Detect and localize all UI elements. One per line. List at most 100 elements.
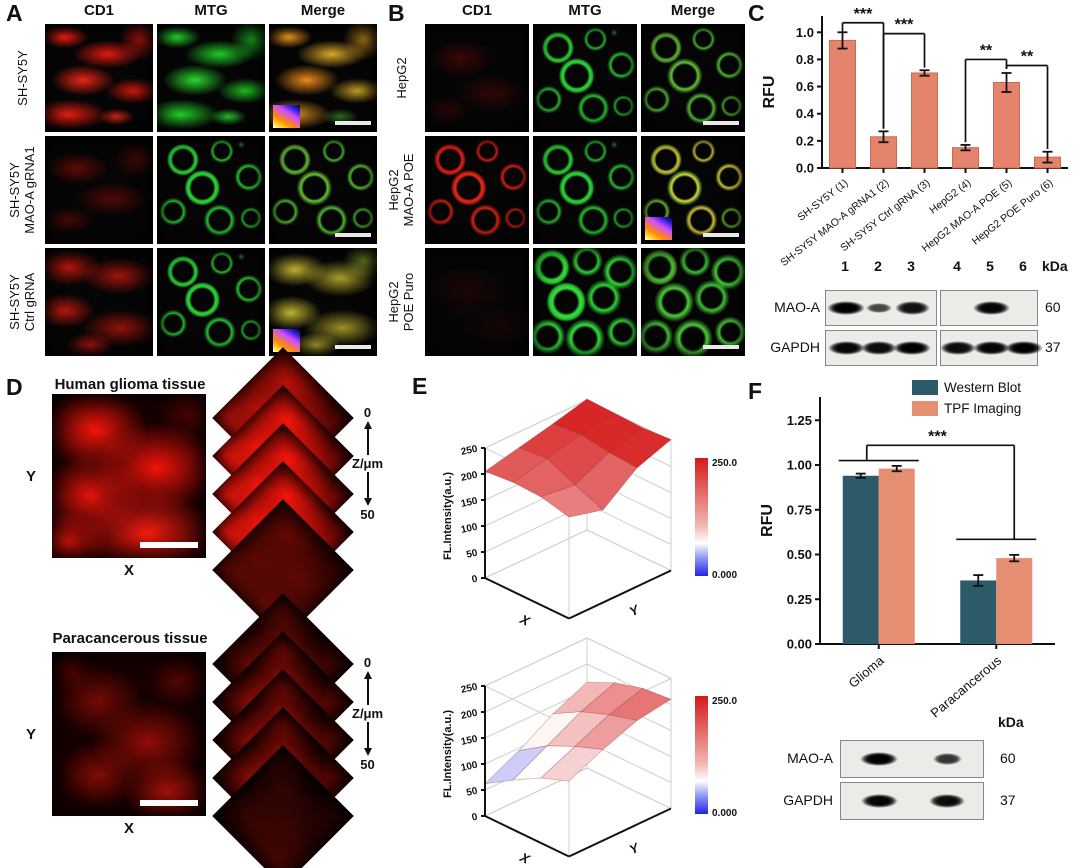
legend-swatch [912, 401, 938, 416]
micro-image-mtg-row1 [157, 24, 265, 132]
paracancerous-x-axis-label: X [124, 820, 135, 837]
panel-a-letter: A [6, 0, 23, 26]
panel-e: E 0 50 100 150 200 250 FL.Intensity(a.u.) X Y 250… [405, 372, 740, 868]
blot-strip [825, 290, 937, 326]
blot-band [972, 341, 1010, 355]
z-tick-label: 100 [460, 760, 479, 774]
z-tick-label: 150 [460, 496, 479, 510]
scale-bar [140, 542, 198, 548]
scale-bar [703, 345, 739, 349]
lane-number: 3 [907, 258, 915, 274]
blot-row-label: MAO-A [787, 750, 833, 766]
z-tick-label: 200 [460, 470, 479, 484]
y-tick-label: 0.2 [796, 133, 814, 148]
paracancerous-z-axis: 0 Z/μm 50 [352, 654, 383, 773]
glioma-z-stack [212, 347, 354, 641]
arrow-down-icon [363, 722, 372, 756]
surface-quad [574, 714, 638, 750]
y-tick-label: 0.75 [787, 502, 812, 517]
micro-image-cd1-row1 [45, 24, 153, 132]
lane-number: 6 [1019, 258, 1027, 274]
column-header-merge: Merge [670, 2, 716, 19]
significance-label: *** [895, 17, 914, 34]
surface-quad [574, 451, 638, 511]
z-tick-label: 200 [460, 708, 479, 722]
micro-image-merge-row3 [641, 248, 745, 356]
micro-image-merge-row2 [641, 136, 745, 244]
scale-bar [335, 233, 371, 237]
column-header-cd1: CD1 [461, 2, 493, 19]
row-label: SH-SY5Y MAO-A gRNA1 [7, 146, 37, 234]
blot-band [972, 301, 1010, 315]
legend-label: Western Blot [944, 380, 1021, 395]
surface-plot-paracancerous: 0 50 100 150 200 250 FL.Intensity(a.u.) X Y 250.0… [442, 637, 737, 867]
z-axis-label: Z/μm [352, 456, 384, 471]
column-header-mtg: MTG [194, 2, 228, 19]
bar-Glioma-TPF Imaging [878, 468, 915, 644]
blot-row-label: MAO-A [774, 299, 820, 315]
blot-strip [840, 740, 984, 778]
glioma-xy-image [52, 394, 206, 558]
y-tick-label: 0.00 [787, 637, 812, 652]
y-axis-label: Y [627, 839, 642, 857]
panel-d: D Human glioma tissue Y X 0 Z/μm 50 Para… [0, 347, 405, 868]
legend-swatch [912, 380, 938, 395]
lut-colormap-inset [645, 217, 672, 240]
blot-band [893, 341, 931, 355]
surface-quad [540, 746, 604, 782]
bar-Glioma-Western Blot [842, 475, 879, 644]
y-tick-label: 0.8 [796, 52, 814, 67]
surface-quad [608, 427, 672, 469]
z-tick-label: 0 [471, 812, 479, 824]
glioma-y-axis-label: Y [26, 468, 37, 485]
surface-quad [540, 484, 604, 518]
z-tick-label: 150 [460, 734, 479, 748]
glioma-title: Human glioma tissue [54, 376, 206, 393]
micro-image-merge-row3 [269, 248, 377, 356]
blot-row-label: GAPDH [783, 792, 833, 808]
z-axis-label: FL.Intensity(a.u.) [442, 472, 454, 560]
arrow-down-icon [363, 472, 372, 506]
panel-f-letter: F [748, 378, 763, 404]
y-tick-label: 0.50 [787, 547, 812, 562]
x-axis-label: X [517, 849, 533, 867]
scale-bar [335, 121, 371, 125]
bar-Paracancerous-Western Blot [960, 580, 997, 644]
micro-image-mtg-row2 [157, 136, 265, 244]
paracancerous-title: Paracancerous tissue [52, 630, 208, 647]
lut-colormap-inset [273, 105, 300, 128]
arrow-up-icon [363, 421, 372, 455]
kda-unit-label: kDa [998, 714, 1024, 730]
y-axis-label: RFU [759, 504, 776, 537]
z-bottom-label: 50 [360, 757, 375, 772]
colorbar-min: 0.000 [712, 570, 737, 581]
bar-SH-SY5Y Ctrl gRNA (3) [911, 72, 938, 169]
panel-f: F 0.00 0.25 0.50 0.75 1.00 1.25 RFU Glioma Parac… [740, 372, 1080, 868]
significance-label: ** [1021, 49, 1034, 66]
kda-unit-label: kDa [1042, 258, 1068, 274]
micro-image-cd1-row3 [45, 248, 153, 356]
significance-label: *** [854, 6, 873, 23]
micro-image-cd1-row3 [425, 248, 529, 356]
z-top-label: 0 [363, 655, 372, 670]
legend-label: TPF Imaging [944, 401, 1021, 416]
scale-bar [140, 800, 198, 806]
blot-band [860, 752, 898, 766]
blot-band [860, 794, 898, 808]
blot-band [929, 794, 965, 808]
blot-band [861, 341, 897, 355]
scale-bar [703, 233, 739, 237]
micro-image-cd1-row2 [45, 136, 153, 244]
blot-strip [940, 330, 1043, 366]
z-axis-label: Z/μm [352, 706, 384, 721]
panel-c: C 0.0 0.2 0.4 0.6 0.8 1.0 RFU *** *** ** ** SH-SY5Y… [740, 0, 1080, 372]
blot-band [932, 753, 962, 765]
micro-image-mtg-row3 [533, 248, 637, 356]
column-header-cd1: CD1 [83, 2, 115, 19]
significance-label: ** [980, 42, 993, 59]
blot-band [1005, 341, 1043, 355]
z-top-label: 0 [363, 405, 372, 420]
colorbar-min: 0.000 [712, 808, 737, 819]
colorbar [695, 458, 708, 576]
